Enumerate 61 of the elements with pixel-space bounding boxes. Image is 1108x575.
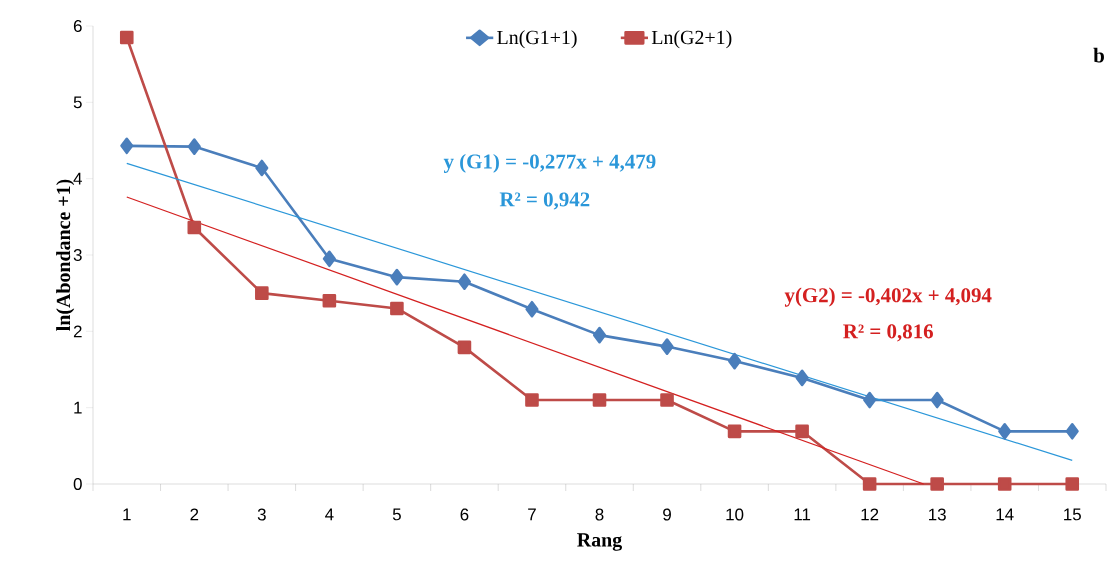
y-axis-title: ln(Abondance +1) (56, 179, 75, 331)
x-tick-label: 14 (996, 508, 1014, 521)
annotation: R² = 0,816 (843, 324, 933, 342)
annotation: b (1093, 47, 1104, 63)
point (1065, 423, 1079, 440)
annotation: y(G2) = -0,402x + 4,094 (784, 287, 992, 307)
x-tick-label: 13 (929, 508, 946, 521)
point (457, 340, 472, 355)
x-tick-label: 8 (595, 508, 604, 521)
y-tick-label: 5 (73, 96, 82, 109)
point (862, 477, 877, 491)
point (525, 393, 539, 407)
point (795, 369, 809, 387)
point (795, 424, 809, 439)
x-tick-label: 1 (123, 508, 131, 521)
x-tick-label: 9 (663, 508, 671, 521)
point (660, 338, 674, 355)
x-tick-label: 15 (1064, 508, 1081, 521)
x-tick-label: 10 (726, 508, 744, 521)
x-tick-label: 6 (460, 508, 469, 521)
point (119, 30, 134, 45)
point (255, 159, 269, 177)
annotation: y (G1) = -0,277x + 4,479 (443, 153, 656, 173)
point (390, 268, 404, 286)
x-tick-label: 4 (325, 508, 334, 521)
point (1065, 477, 1080, 491)
point (255, 286, 269, 300)
point (120, 137, 134, 155)
point (457, 273, 471, 291)
y-tick-label: 6 (73, 20, 82, 32)
point (592, 393, 607, 407)
legend-label: Ln(G1+1) (497, 30, 577, 49)
point (728, 352, 742, 370)
y-tick-label: 2 (73, 325, 82, 338)
x-tick-label: 2 (190, 508, 199, 521)
annotation: R² = 0,942 (499, 192, 590, 210)
legend-label: Ln(G2+1) (651, 30, 732, 49)
y-tick-label: 0 (73, 478, 82, 490)
point (998, 423, 1012, 440)
point (322, 250, 336, 268)
point (660, 393, 674, 407)
x-tick-label: 3 (257, 508, 266, 521)
point (930, 391, 944, 409)
point (592, 326, 607, 344)
point (997, 477, 1012, 491)
point (187, 220, 202, 235)
y-tick-label: 4 (73, 172, 82, 185)
point (727, 424, 742, 439)
point (930, 477, 944, 491)
point (390, 301, 404, 316)
x-axis-title: Rang (577, 533, 622, 551)
point (187, 138, 201, 155)
y-tick-label: 1 (74, 401, 82, 414)
x-tick-label: 7 (528, 508, 536, 521)
point (863, 391, 877, 409)
y-tick-label: 3 (73, 249, 82, 261)
x-tick-label: 12 (861, 508, 879, 521)
point (322, 294, 337, 308)
x-tick-label: 11 (794, 508, 811, 521)
x-tick-label: 5 (392, 508, 401, 521)
point (525, 300, 539, 318)
